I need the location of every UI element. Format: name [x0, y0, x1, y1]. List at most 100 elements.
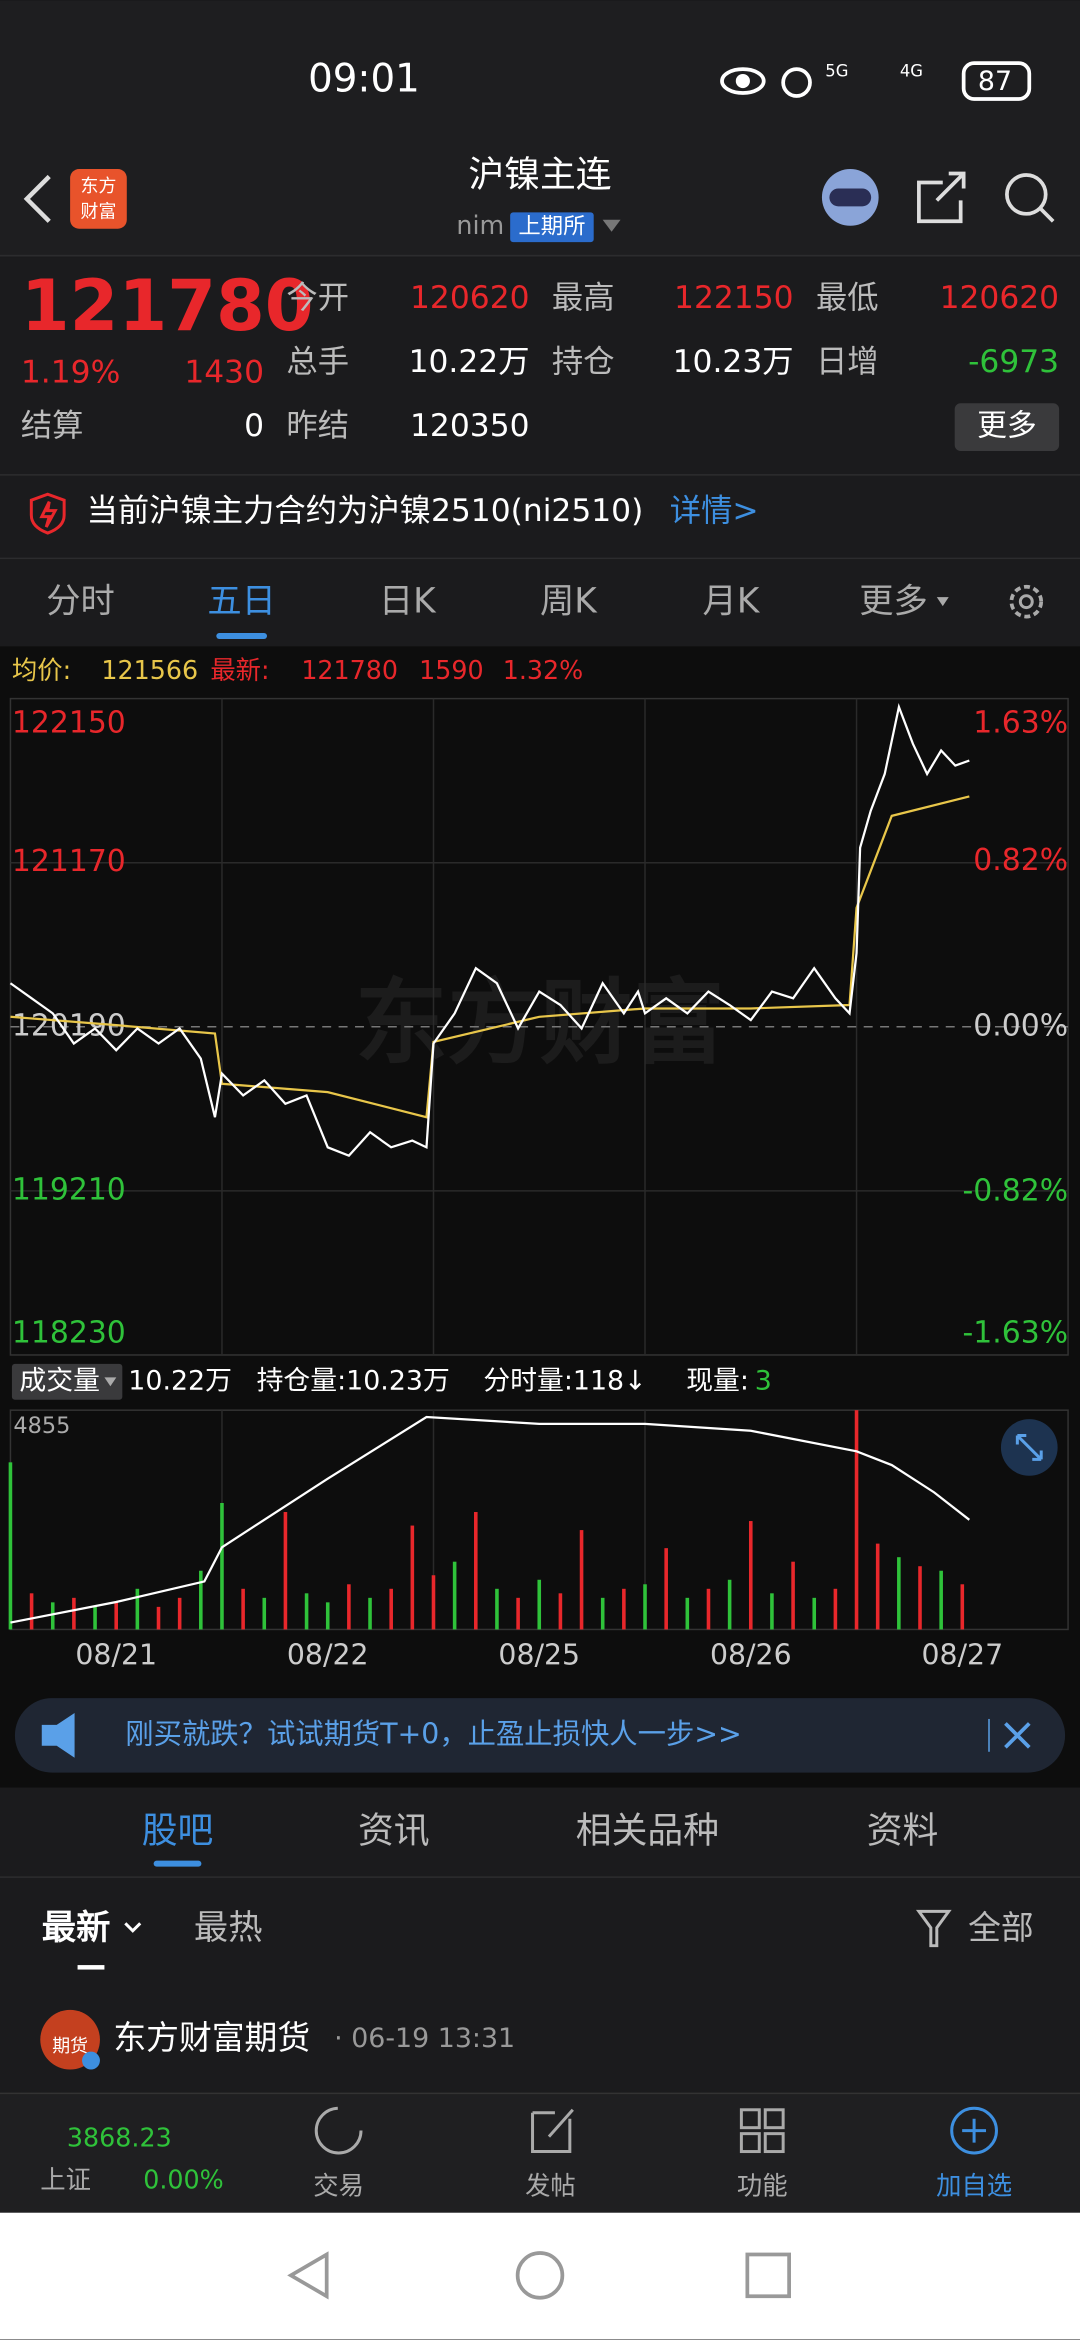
period-tab[interactable]: 分时	[46, 582, 115, 622]
dropdown	[104, 1377, 117, 1387]
y2-tick-label: -1.63%	[963, 1316, 1069, 1351]
back-button[interactable]	[23, 174, 51, 223]
last-value: 121780	[301, 655, 398, 685]
title: 沪镍主连	[468, 155, 611, 196]
field-label: 最高	[552, 280, 615, 316]
tab-indicator	[153, 1860, 202, 1867]
volume-bar	[283, 1512, 288, 1630]
last-label: 最新:	[210, 655, 269, 685]
volume-bar	[643, 1584, 647, 1630]
field-value: 10.22万	[409, 344, 530, 380]
tick-volume: 分时量:118↓	[483, 1365, 646, 1396]
x-tick-label: 08/26	[710, 1638, 792, 1671]
field-value: 120620	[940, 280, 1060, 316]
volume-label[interactable]: 成交量	[19, 1365, 100, 1396]
volume-bar	[156, 1606, 161, 1630]
filter-label[interactable]: 全部	[968, 1909, 1034, 1947]
nav-item[interactable]: 交易	[313, 2170, 364, 2200]
volume-total: 10.22万	[128, 1365, 232, 1396]
index-value[interactable]: 3868.23	[67, 2123, 172, 2153]
volume-bar	[791, 1561, 795, 1630]
volume-bar	[537, 1579, 542, 1630]
expand-icon	[1015, 1434, 1043, 1461]
volume-bar	[622, 1588, 626, 1630]
index-pct[interactable]: 0.00%	[143, 2164, 224, 2194]
system-back[interactable]	[287, 2251, 329, 2300]
period-tab[interactable]: 五日	[207, 582, 276, 622]
volume-bar	[8, 1462, 13, 1630]
share-icon[interactable]	[917, 171, 966, 224]
sort-hot[interactable]: 最热	[194, 1908, 263, 1948]
nav-item[interactable]: 加自选	[936, 2170, 1012, 2200]
change: 1430	[184, 354, 264, 390]
ad-banner[interactable]	[14, 1698, 1066, 1773]
x-tick-label: 08/27	[921, 1638, 1003, 1671]
x-tick-label: 08/22	[287, 1638, 369, 1671]
ad-close[interactable]	[1004, 1722, 1031, 1749]
dropdown[interactable]	[936, 597, 949, 607]
y2-tick-label: -0.82%	[963, 1173, 1069, 1208]
more-label[interactable]: 更多	[977, 409, 1037, 444]
volume-bar	[706, 1588, 711, 1630]
period-tab[interactable]: 周K	[540, 582, 598, 622]
megaphone-icon	[41, 1712, 75, 1758]
index-name[interactable]: 上证	[40, 2164, 91, 2194]
search-icon[interactable]	[1005, 173, 1048, 216]
more-button[interactable]	[954, 403, 1060, 451]
system-home[interactable]	[515, 2251, 565, 2300]
community-bg	[0, 1787, 1080, 2094]
field-value: 122150	[674, 280, 794, 316]
filter-icon[interactable]	[915, 1909, 952, 1948]
period-tab[interactable]: 月K	[703, 582, 761, 622]
volume-bar	[410, 1525, 415, 1630]
last-change: 1590	[419, 655, 484, 685]
price-chart: 1221501211701201901192101182301.63%0.82%…	[9, 698, 1069, 1355]
volume-bar	[241, 1588, 245, 1630]
y2-tick-label: 0.82%	[973, 843, 1068, 878]
watermark: 东方财富	[355, 969, 725, 1077]
notice-link[interactable]: 详情>	[670, 493, 759, 529]
volume-bar	[199, 1570, 203, 1630]
volume-bar	[918, 1566, 922, 1630]
field-label: 日增	[816, 344, 879, 380]
change-pct: 1.19%	[21, 354, 120, 390]
dropdown[interactable]	[602, 219, 621, 232]
field-label: 持仓	[552, 344, 615, 380]
field-label: 总手	[286, 344, 349, 380]
settings-icon[interactable]	[1009, 584, 1044, 619]
period-tab[interactable]: 更多	[859, 582, 928, 622]
section-tab[interactable]: 资讯	[358, 1810, 430, 1851]
volume-selector[interactable]	[11, 1363, 123, 1400]
section-tab[interactable]: 资料	[867, 1810, 939, 1851]
tabs-bg	[0, 559, 1080, 647]
volume-bar	[389, 1588, 393, 1630]
avg-label: 均价:	[12, 655, 71, 685]
section-tab[interactable]: 相关品种	[576, 1810, 719, 1851]
sort-indicator	[77, 1965, 105, 1970]
nav-item[interactable]: 功能	[737, 2170, 788, 2200]
settings-icon-core	[1018, 594, 1034, 610]
volume-bar	[960, 1584, 965, 1630]
post-author[interactable]: 东方财富期货	[113, 2019, 310, 2057]
price-line	[9, 703, 970, 1158]
system-recents[interactable]	[745, 2252, 791, 2299]
volume-bar	[347, 1584, 351, 1630]
volume-bar	[93, 1606, 97, 1630]
sort-latest[interactable]: 最新	[42, 1908, 111, 1948]
search-icon-handle	[1038, 206, 1055, 223]
logo-text: 财富	[81, 201, 117, 222]
section-tab[interactable]: 股吧	[142, 1810, 214, 1851]
volume-bar	[748, 1521, 753, 1630]
field-label: 昨结	[286, 408, 349, 444]
volume-bar	[875, 1543, 880, 1630]
volume-bar	[177, 1597, 182, 1630]
field-label: 最低	[816, 280, 879, 316]
section-tabs: 股吧 资讯 相关品种 资料	[142, 1810, 939, 1851]
volume-bar	[495, 1588, 499, 1630]
open-interest-line	[10, 1415, 971, 1624]
nav-item[interactable]: 发帖	[525, 2170, 576, 2200]
volume-bar	[600, 1597, 605, 1630]
ad-text[interactable]: 刚买就跌？试试期货T+0，止盈止损快人一步>>	[125, 1717, 741, 1750]
y-tick-label: 122150	[12, 705, 126, 740]
period-tab[interactable]: 日K	[379, 582, 437, 622]
